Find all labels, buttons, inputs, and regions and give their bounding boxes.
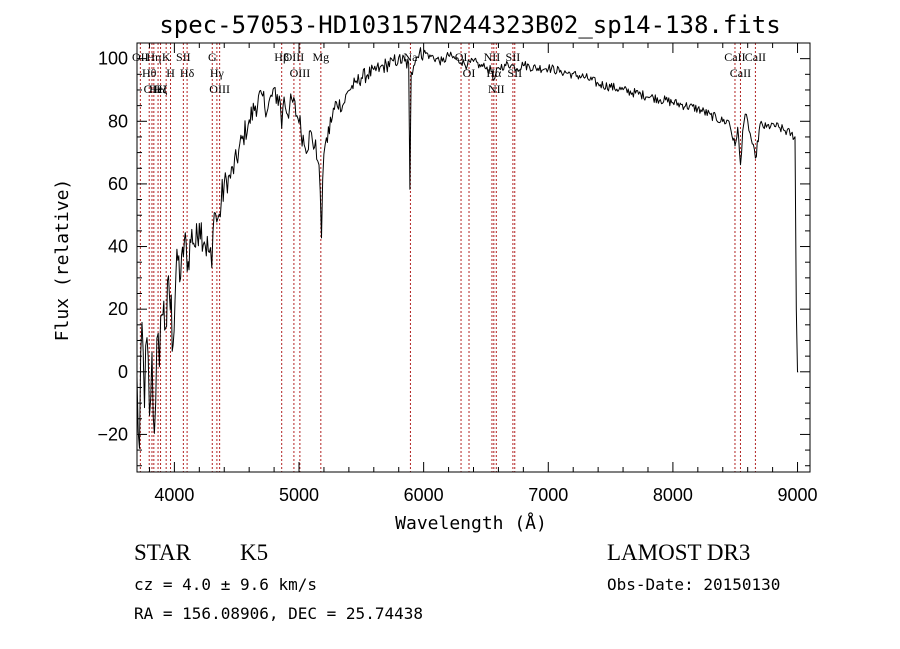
- x-tick-label: 7000: [528, 485, 568, 505]
- line-marker-label: OIII: [290, 66, 311, 80]
- line-marker-label: Mg: [312, 50, 329, 64]
- survey-name: LAMOST DR3: [607, 540, 751, 565]
- line-marker-label: K: [162, 50, 171, 64]
- x-tick-label: 9000: [778, 485, 818, 505]
- line-marker-label: OII: [132, 50, 149, 64]
- redshift-readout: cz = 4.0 ± 9.6 km/s: [134, 575, 318, 594]
- axis-ticks: [137, 43, 810, 472]
- spectral-subclass: K5: [240, 540, 269, 565]
- y-tick-label: 80: [108, 111, 128, 131]
- line-marker-label: CaII: [730, 66, 751, 80]
- line-marker-label: HeI: [149, 82, 167, 96]
- line-marker-label: CaII: [724, 50, 745, 64]
- line-marker-label: OIII: [209, 82, 230, 96]
- line-marker-label: OIII: [284, 50, 305, 64]
- line-marker-labels: OIIHθOIIHηHeIHζKHSIIHδGHγOIIIHβOIIIOIIIM…: [132, 50, 766, 96]
- line-marker-label: H: [166, 66, 175, 80]
- line-marker-label: Hθ: [142, 66, 157, 80]
- x-tick-labels: 4000 5000 6000 7000 8000 9000: [154, 485, 817, 505]
- line-marker-label: OI: [463, 66, 476, 80]
- line-marker-label: NII: [484, 50, 501, 64]
- line-marker-label: CaII: [745, 50, 766, 64]
- spectrum-line: [136, 47, 799, 449]
- line-marker-label: Hγ: [210, 66, 225, 80]
- line-marker-label: OI: [455, 50, 468, 64]
- y-tick-label: 20: [108, 299, 128, 319]
- line-marker-label: SII: [176, 50, 191, 64]
- y-tick-labels: −20 0 20 40 60 80 100: [97, 49, 128, 445]
- x-axis-label: Wavelength (Å): [395, 512, 547, 534]
- y-tick-label: 100: [98, 49, 128, 69]
- line-marker-label: SII: [507, 66, 522, 80]
- y-tick-label: 0: [118, 362, 128, 382]
- line-marker-label: NII: [488, 82, 505, 96]
- line-marker-label: SII: [506, 50, 521, 64]
- line-marker-label: Hα: [486, 66, 502, 80]
- y-tick-label: −20: [97, 424, 128, 444]
- object-type: STAR: [134, 540, 191, 565]
- x-tick-label: 4000: [154, 485, 194, 505]
- line-marker-label: Hζ: [154, 82, 168, 96]
- line-marker-label: Na: [403, 50, 418, 64]
- y-tick-label: 60: [108, 174, 128, 194]
- chart-title: spec-57053-HD103157N244323B02_sp14-138.f…: [159, 11, 780, 39]
- y-tick-label: 40: [108, 237, 128, 257]
- line-marker-label: Hδ: [180, 66, 195, 80]
- spectrum-series: [136, 47, 799, 449]
- y-axis-label: Flux (relative): [52, 179, 73, 342]
- x-tick-label: 6000: [404, 485, 444, 505]
- plot-frame: [136, 42, 811, 473]
- line-marker-label: OII: [144, 82, 161, 96]
- line-marker-label: G: [208, 50, 217, 64]
- line-marker-label: Hβ: [274, 50, 289, 64]
- line-marker-label: Hη: [146, 50, 161, 64]
- x-tick-label: 8000: [653, 485, 693, 505]
- coordinates-readout: RA = 156.08906, DEC = 25.74438: [134, 604, 423, 623]
- line-markers: [139, 43, 756, 472]
- observation-date: Obs-Date: 20150130: [607, 575, 781, 594]
- x-tick-label: 5000: [279, 485, 319, 505]
